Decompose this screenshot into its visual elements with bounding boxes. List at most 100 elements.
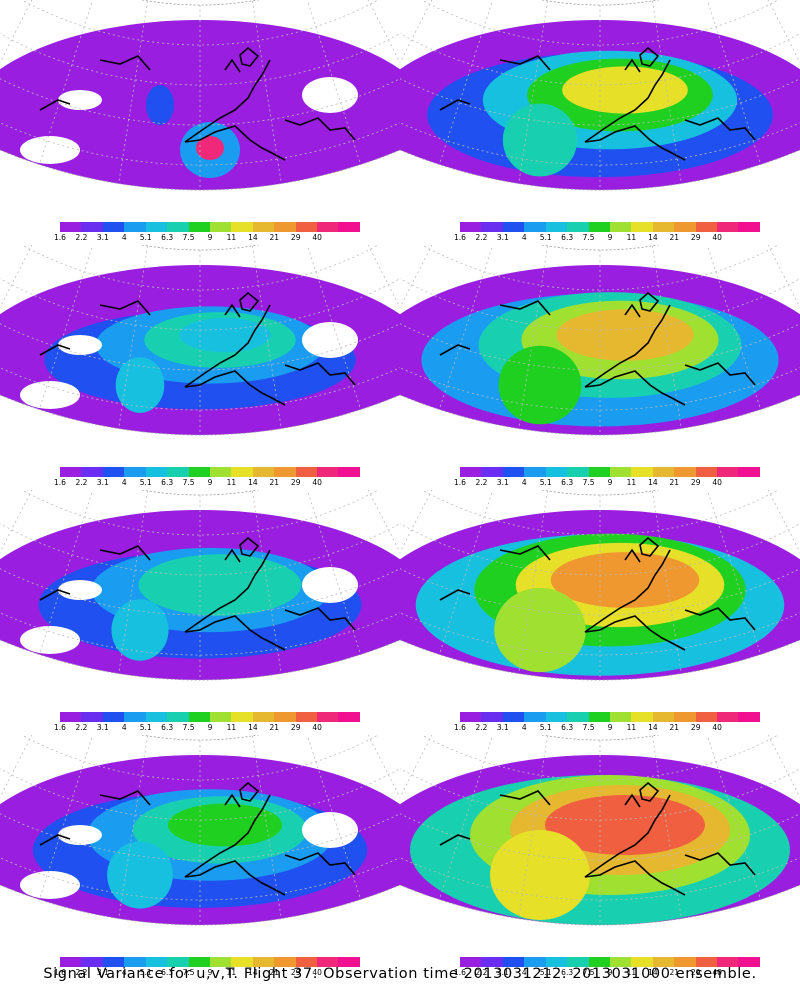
colorbar-swatch — [60, 712, 82, 722]
colorbar-label: 3.1 — [96, 478, 109, 487]
colorbar-swatch — [167, 467, 189, 477]
colorbar-label: 40 — [712, 233, 722, 242]
colorbar-label: 3.1 — [96, 233, 109, 242]
colorbar-swatch — [524, 467, 546, 477]
colorbar-label: 29 — [690, 723, 701, 732]
variance-field — [167, 803, 283, 847]
colorbar-label: 1.6 — [54, 233, 66, 242]
colorbar-label: 4 — [121, 233, 127, 242]
colorbar-swatch — [481, 712, 503, 722]
colorbar-swatch — [738, 222, 760, 232]
coastline — [39, 291, 356, 406]
colorbar-swatch — [60, 222, 82, 232]
colorbar-label: 14 — [248, 723, 258, 732]
colorbar-swatch — [102, 222, 125, 232]
coastline — [39, 46, 356, 161]
colorbar-label: 21 — [669, 478, 680, 487]
colorbar-label: 5.1 — [139, 968, 152, 977]
colorbar-label: 7.5 — [582, 723, 595, 732]
colorbar-swatch — [695, 467, 718, 477]
polar-map — [400, 490, 800, 681]
colorbar-swatch — [588, 467, 610, 477]
colorbar-swatch — [252, 712, 275, 722]
colorbar-label: 6.3 — [561, 723, 574, 732]
colorbar-swatch — [674, 957, 696, 967]
colorbar-label: 3.1 — [96, 723, 109, 732]
colorbar-label: 4 — [121, 478, 127, 487]
colorbar-label: 7.5 — [182, 723, 195, 732]
colorbar-swatch — [502, 712, 525, 722]
colorbar-swatch — [124, 957, 146, 967]
colorbar-label: 9 — [607, 478, 613, 487]
variance-field — [502, 103, 578, 177]
colorbar-label: 3.1 — [496, 478, 509, 487]
colorbar-swatch — [717, 712, 739, 722]
polar-map — [400, 245, 800, 436]
variance-field — [107, 841, 173, 909]
colorbar-swatch — [102, 957, 125, 967]
polar-map — [0, 490, 400, 681]
map-panel: 2013031212 + 12h1.62.23.145.16.37.591114… — [0, 245, 400, 490]
colorbar-label: 40 — [312, 478, 322, 487]
colorbar-swatch — [145, 957, 168, 967]
colorbar-swatch — [317, 712, 339, 722]
colorbar-label: 5.1 — [539, 478, 552, 487]
colorbar-swatch — [209, 712, 232, 722]
colorbar-label: 3.1 — [496, 723, 509, 732]
colorbar-label: 11 — [226, 723, 237, 732]
variance-field — [115, 357, 165, 413]
colorbar-label: 6.3 — [161, 478, 174, 487]
colorbar-swatch — [609, 467, 632, 477]
colorbar-swatch — [695, 957, 718, 967]
colorbar-swatch — [188, 467, 210, 477]
polar-map — [0, 245, 400, 436]
colorbar-label: 1.6 — [454, 233, 466, 242]
colorbar-swatch — [588, 957, 610, 967]
colorbar-swatch — [545, 712, 568, 722]
colorbar-label: 2.2 — [75, 233, 88, 242]
colorbar-label: 9 — [607, 233, 613, 242]
colorbar-swatch — [588, 222, 610, 232]
colorbar-label: 21 — [269, 233, 280, 242]
colorbar-label: 3.1 — [496, 968, 509, 977]
colorbar: 1.6 2.2 3.1 4 5.1 6.3 7.5 9 11 14 21 29 40 — [454, 712, 760, 734]
colorbar-label: 1.6 — [454, 968, 466, 977]
colorbar-swatch — [124, 467, 146, 477]
colorbar-label: 2.2 — [475, 723, 488, 732]
colorbar-swatch — [274, 957, 296, 967]
colorbar-swatch — [188, 712, 210, 722]
colorbar-label: 2.2 — [475, 233, 488, 242]
colorbar-swatch — [81, 467, 103, 477]
colorbar-swatch — [695, 712, 718, 722]
colorbar-label: 6.3 — [561, 478, 574, 487]
polar-map — [400, 0, 800, 191]
colorbar-label: 7.5 — [582, 478, 595, 487]
colorbar: 1.6 2.2 3.1 4 5.1 6.3 7.5 9 11 14 21 29 40 — [54, 712, 360, 734]
colorbar-label: 1.6 — [454, 478, 466, 487]
variance-field — [545, 795, 705, 855]
colorbar-label: 11 — [626, 478, 637, 487]
colorbar-label: 29 — [290, 968, 301, 977]
colorbar-swatch — [460, 222, 482, 232]
colorbar: 1.6 2.2 3.1 4 5.1 6.3 7.5 9 11 14 21 29 40 — [54, 222, 360, 244]
colorbar-swatch — [231, 222, 253, 232]
colorbar-swatch — [295, 467, 318, 477]
colorbar-swatch — [274, 222, 296, 232]
colorbar: 1.6 2.2 3.1 4 5.1 6.3 7.5 9 11 14 21 29 40 — [454, 222, 760, 244]
map-panel: 2013031212 + 60h1.62.23.145.16.37.591114… — [400, 245, 800, 490]
colorbar-swatch — [631, 467, 653, 477]
colorbar-swatch — [502, 222, 525, 232]
map-panel: 2013031212 + 84h1.62.23.145.16.37.591114… — [400, 735, 800, 980]
colorbar-label: 5.1 — [139, 723, 152, 732]
colorbar: 1.6 2.2 3.1 4 5.1 6.3 7.5 9 11 14 21 29 40 — [454, 467, 760, 489]
colorbar-label: 14 — [648, 968, 658, 977]
variance-field — [550, 552, 700, 608]
colorbar-label: 4 — [521, 723, 527, 732]
polar-map — [0, 735, 400, 926]
coastline — [439, 781, 756, 896]
colorbar-label: 6.3 — [161, 233, 174, 242]
colorbar-label: 29 — [290, 233, 301, 242]
colorbar-label: 5.1 — [539, 233, 552, 242]
colorbar-label: 6.3 — [161, 723, 174, 732]
colorbar-swatch — [274, 467, 296, 477]
